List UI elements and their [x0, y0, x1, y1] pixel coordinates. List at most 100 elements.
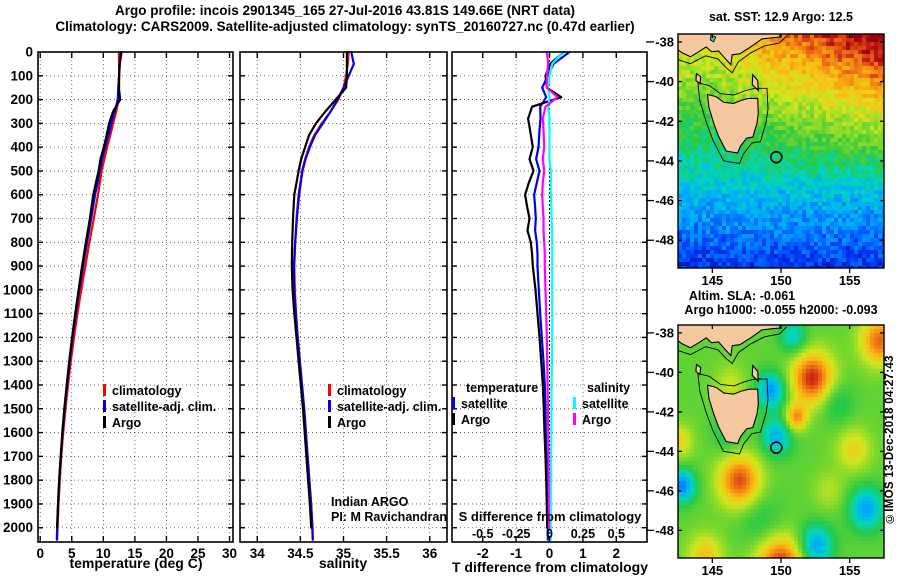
temperature-plot-legend: climatology satellite-adj. clim. Argo: [103, 383, 216, 431]
legend-item: satellite-adj. clim.: [103, 399, 216, 415]
svg-text:1900: 1900: [3, 496, 33, 511]
svg-text:36: 36: [422, 546, 438, 561]
t-difference-axis-label: T difference from climatology: [451, 559, 649, 575]
svg-text:100: 100: [10, 68, 33, 83]
svg-text:-38: -38: [655, 34, 674, 49]
svg-text:155: 155: [839, 273, 861, 288]
t-satellite-line-swatch: [452, 397, 455, 409]
svg-text:-44: -44: [655, 153, 675, 168]
svg-text:1100: 1100: [4, 306, 33, 321]
plot-salinity-profile: 34 34.5 35 35.5 36: [239, 50, 448, 561]
svg-text:1300: 1300: [3, 354, 33, 369]
argo-line-swatch: [328, 416, 331, 428]
sla-map-title-line1: Altim. SLA: -0.061: [688, 289, 796, 303]
difference-legend-salinity: salinity satellite Argo: [573, 380, 630, 428]
legend-label: climatology: [112, 384, 182, 398]
legend-group-header: salinity: [587, 381, 631, 395]
svg-text:1500: 1500: [3, 401, 33, 416]
climatology-line-swatch: [103, 384, 106, 396]
svg-text:0: 0: [546, 527, 553, 541]
s-argo-line-swatch: [573, 413, 576, 425]
legend-item: satellite: [573, 396, 630, 412]
svg-text:-2: -2: [477, 546, 489, 561]
svg-text:15: 15: [127, 546, 143, 561]
svg-text:150: 150: [770, 273, 792, 288]
svg-text:25: 25: [190, 546, 206, 561]
satellite-adj-line-swatch: [103, 400, 106, 412]
s-difference-axis-label: S difference from climatology: [458, 509, 642, 524]
svg-text:35: 35: [336, 546, 352, 561]
svg-text:5: 5: [68, 546, 76, 561]
legend-label: satellite: [461, 397, 508, 411]
t-argo-line-swatch: [452, 413, 455, 425]
legend-label: satellite-adj. clim.: [112, 400, 217, 414]
svg-text:1700: 1700: [3, 449, 33, 464]
satellite-adj-line-swatch: [328, 400, 331, 412]
plot-difference-profile: -2 -1 0 1 2 -0.5 -0.25 0 0.25 0.5: [451, 50, 648, 561]
svg-text:500: 500: [10, 163, 33, 178]
s-satellite-line-swatch: [573, 397, 576, 409]
legend-label: Argo: [461, 413, 491, 427]
svg-text:0.25: 0.25: [571, 527, 595, 541]
svg-text:2: 2: [613, 546, 621, 561]
legend-item: satellite: [452, 396, 538, 412]
svg-text:-0.25: -0.25: [502, 527, 531, 541]
legend-item: Argo: [103, 415, 216, 431]
svg-text:20: 20: [159, 546, 174, 561]
svg-text:200: 200: [10, 92, 33, 107]
svg-text:-0.5: -0.5: [472, 527, 494, 541]
svg-text:400: 400: [10, 140, 33, 155]
climatology-line-swatch: [328, 384, 331, 396]
svg-text:-46: -46: [655, 193, 674, 208]
svg-text:1200: 1200: [3, 330, 33, 345]
program-annotation: Indian ARGO: [331, 495, 409, 509]
legend-label: Argo: [112, 416, 142, 430]
svg-text:-1: -1: [510, 546, 522, 561]
legend-item: climatology: [328, 383, 441, 399]
legend-item: Argo: [452, 412, 538, 428]
svg-text:34.5: 34.5: [287, 546, 314, 561]
svg-text:30: 30: [222, 546, 237, 561]
svg-text:1: 1: [579, 546, 587, 561]
svg-text:-40: -40: [655, 74, 674, 89]
svg-text:145: 145: [701, 273, 723, 288]
svg-text:-48: -48: [655, 233, 674, 248]
legend-label: Argo: [582, 413, 612, 427]
figure-title-line2: Climatology: CARS2009. Satellite-adjuste…: [55, 19, 635, 34]
svg-text:1600: 1600: [3, 425, 33, 440]
svg-text:0: 0: [546, 546, 554, 561]
legend-label: Argo: [337, 416, 367, 430]
plot-temperature-profile: 0 5 10 15 20 25 300100200300400500600700800900…: [3, 45, 237, 562]
sst-map: 145 150 155 -38 -40 -42 -44 -46 -48: [646, 33, 885, 288]
legend-label: satellite: [582, 397, 629, 411]
svg-text:1000: 1000: [3, 282, 33, 297]
salinity-axis-label: salinity: [318, 555, 368, 571]
svg-text:300: 300: [10, 116, 33, 131]
svg-text:1400: 1400: [3, 378, 33, 393]
legend-label: climatology: [337, 384, 407, 398]
svg-text:2000: 2000: [3, 520, 33, 535]
imos-timestamp-watermark: ©IMOS 13-Dec-2018 04:27:43: [884, 355, 896, 525]
svg-text:0: 0: [36, 546, 44, 561]
svg-text:700: 700: [10, 211, 33, 226]
legend-item: Argo: [328, 415, 441, 431]
svg-text:1800: 1800: [3, 473, 33, 488]
pi-annotation: PI: M Ravichandran: [331, 510, 447, 524]
difference-legend-temperature: temperature satellite Argo: [452, 380, 538, 428]
svg-text:35.5: 35.5: [373, 546, 400, 561]
svg-text:800: 800: [10, 235, 33, 250]
svg-text:10: 10: [96, 546, 111, 561]
svg-text:0.5: 0.5: [608, 527, 625, 541]
legend-item: climatology: [103, 383, 216, 399]
figure-title-line1: Argo profile: incois 2901345_165 27-Jul-…: [115, 3, 575, 18]
temperature-axis-label: temperature (deg C): [69, 555, 203, 571]
svg-text:0: 0: [25, 45, 33, 60]
svg-text:900: 900: [10, 259, 33, 274]
sst-map-title: sat. SST: 12.9 Argo: 12.5: [708, 10, 854, 24]
legend-group-header: temperature: [466, 381, 539, 395]
svg-text:600: 600: [10, 187, 33, 202]
sla-map-title-line2: Argo h1000: -0.055 h2000: -0.093: [684, 303, 878, 317]
sla-map: 145 150 155-38-40-42-44-46-48: [646, 324, 885, 578]
